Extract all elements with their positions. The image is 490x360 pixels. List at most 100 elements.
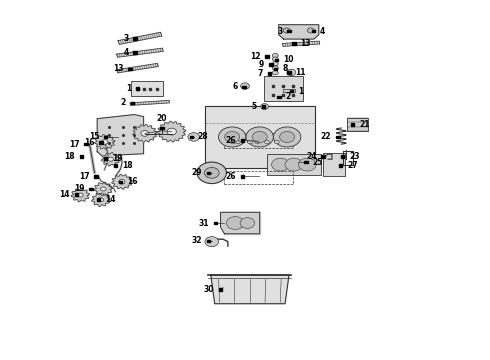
Circle shape [167, 128, 176, 135]
Polygon shape [190, 136, 193, 138]
Polygon shape [99, 141, 102, 144]
Polygon shape [130, 100, 170, 105]
Circle shape [119, 180, 125, 184]
Polygon shape [89, 188, 93, 190]
Circle shape [252, 131, 267, 143]
Circle shape [287, 69, 296, 76]
Polygon shape [339, 165, 342, 167]
Text: 3: 3 [123, 34, 128, 43]
Text: 19: 19 [74, 184, 84, 193]
Circle shape [272, 53, 278, 58]
Circle shape [273, 127, 301, 147]
Polygon shape [79, 156, 83, 158]
Polygon shape [277, 95, 281, 98]
Polygon shape [84, 143, 88, 145]
Text: 18: 18 [64, 152, 74, 161]
Circle shape [307, 28, 314, 33]
Polygon shape [243, 86, 245, 88]
Polygon shape [268, 72, 271, 75]
Text: 10: 10 [283, 55, 294, 64]
Polygon shape [341, 156, 344, 158]
Text: 17: 17 [79, 172, 89, 181]
Bar [131, 81, 163, 96]
Circle shape [298, 158, 316, 171]
Polygon shape [265, 55, 269, 58]
Text: 13: 13 [113, 64, 123, 73]
Polygon shape [136, 87, 139, 90]
Circle shape [272, 57, 278, 61]
Polygon shape [101, 153, 120, 166]
Polygon shape [279, 25, 319, 39]
Text: 30: 30 [203, 285, 214, 294]
Polygon shape [133, 37, 137, 40]
Polygon shape [241, 139, 245, 142]
Polygon shape [351, 123, 354, 126]
Polygon shape [94, 182, 113, 196]
Circle shape [272, 71, 278, 75]
Text: 6: 6 [232, 82, 238, 91]
Circle shape [235, 140, 240, 144]
Polygon shape [104, 136, 107, 138]
Polygon shape [97, 114, 144, 156]
Text: 14: 14 [105, 195, 116, 204]
Polygon shape [207, 172, 210, 174]
Polygon shape [220, 212, 260, 234]
Text: 18: 18 [122, 161, 133, 170]
Polygon shape [211, 275, 289, 304]
Polygon shape [321, 156, 325, 158]
Text: 31: 31 [198, 219, 209, 228]
Text: 3: 3 [277, 27, 282, 36]
Polygon shape [287, 71, 291, 74]
Text: 26: 26 [225, 136, 236, 145]
Polygon shape [114, 165, 117, 167]
Polygon shape [133, 125, 157, 142]
Bar [323, 153, 345, 176]
Text: 21: 21 [359, 120, 369, 129]
Circle shape [272, 66, 278, 70]
Text: 24: 24 [306, 152, 317, 161]
Circle shape [241, 83, 249, 89]
Polygon shape [133, 51, 137, 54]
Polygon shape [269, 63, 272, 66]
Text: 8: 8 [282, 64, 288, 73]
Circle shape [205, 237, 219, 247]
Circle shape [108, 157, 113, 161]
Text: 7: 7 [257, 69, 263, 78]
Text: 27: 27 [347, 161, 358, 170]
Circle shape [271, 158, 289, 171]
Polygon shape [128, 68, 132, 70]
Text: 16: 16 [84, 138, 94, 147]
Circle shape [285, 158, 303, 171]
Polygon shape [158, 121, 186, 142]
Text: 28: 28 [198, 132, 208, 141]
Circle shape [246, 127, 273, 147]
Polygon shape [117, 63, 158, 73]
Polygon shape [274, 68, 277, 70]
Text: 5: 5 [252, 102, 257, 111]
Bar [264, 76, 303, 101]
Text: 25: 25 [313, 158, 323, 167]
Polygon shape [97, 198, 100, 201]
Circle shape [219, 127, 246, 147]
Circle shape [283, 28, 290, 33]
Text: 20: 20 [157, 114, 167, 123]
Polygon shape [94, 175, 98, 178]
Polygon shape [214, 222, 218, 224]
Circle shape [100, 187, 106, 191]
Polygon shape [104, 157, 107, 160]
Circle shape [197, 162, 226, 184]
Text: 12: 12 [250, 52, 260, 61]
Circle shape [247, 140, 252, 144]
Text: 32: 32 [191, 237, 202, 246]
Text: 2: 2 [121, 98, 126, 107]
Bar [283, 89, 295, 92]
Polygon shape [292, 42, 295, 45]
Polygon shape [112, 174, 132, 189]
Polygon shape [290, 90, 293, 92]
Polygon shape [304, 161, 308, 163]
Polygon shape [71, 188, 90, 202]
Circle shape [101, 140, 108, 144]
Text: 16: 16 [127, 177, 138, 186]
Circle shape [274, 140, 279, 144]
Text: 1: 1 [125, 84, 131, 93]
